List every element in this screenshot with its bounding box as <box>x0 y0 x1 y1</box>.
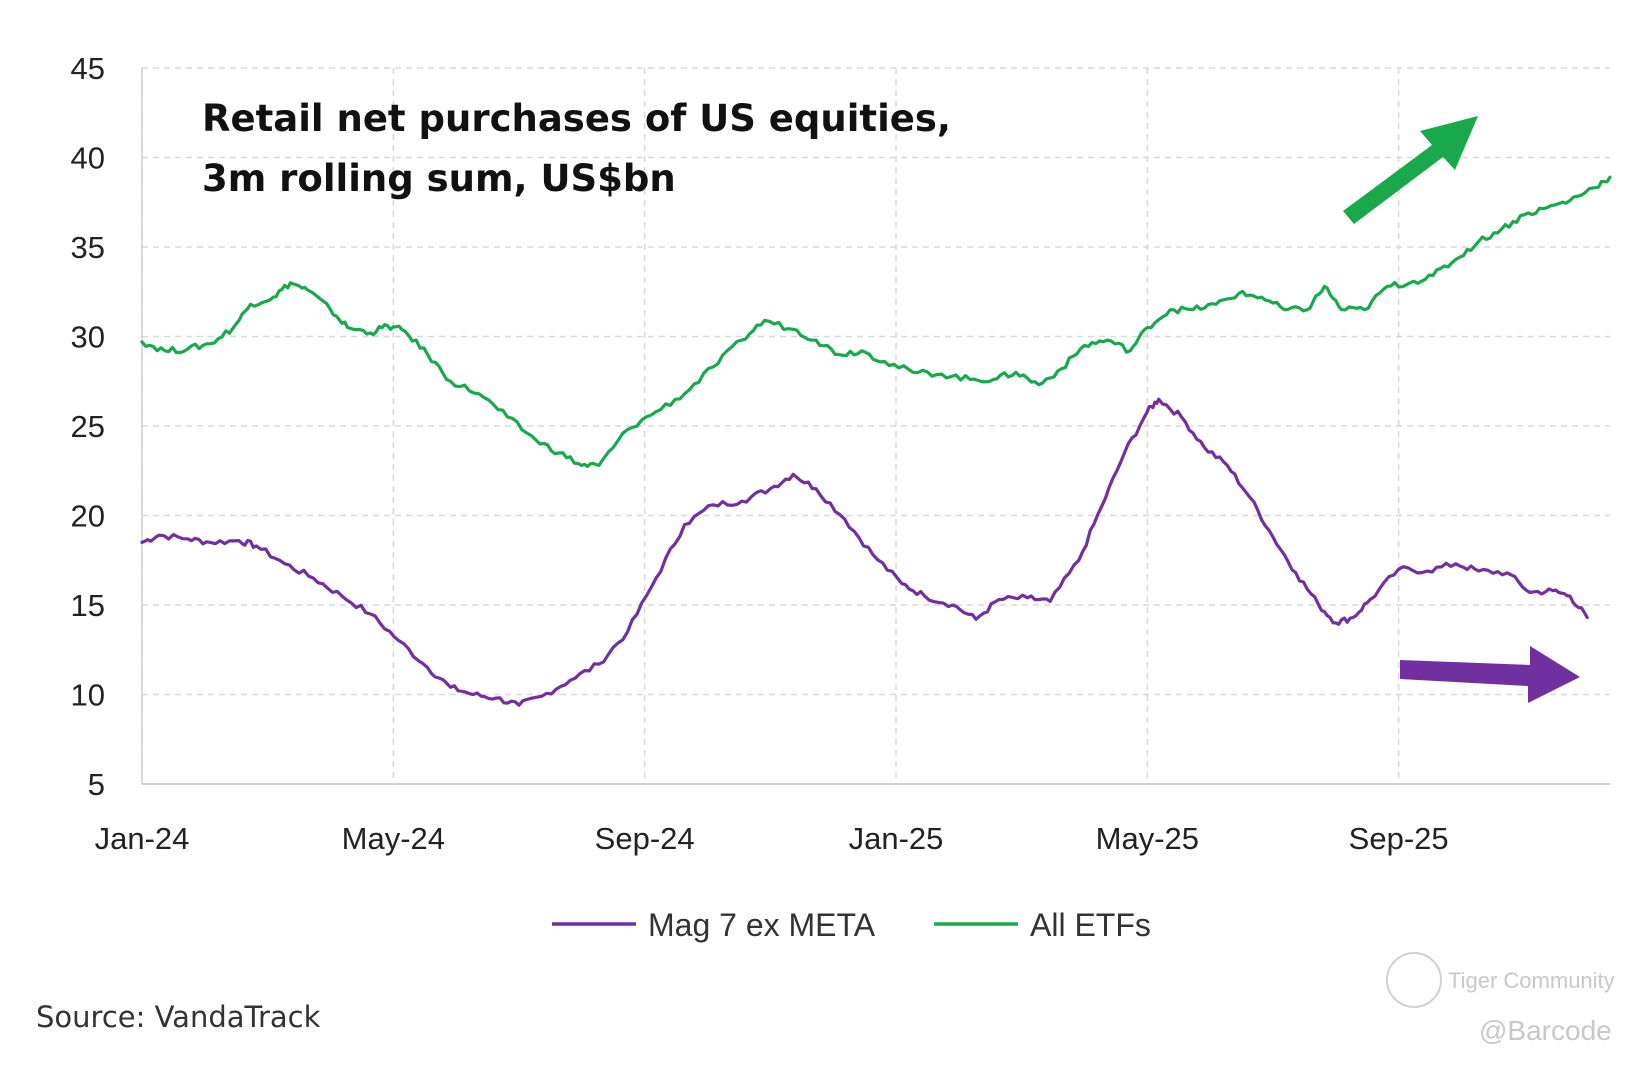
legend-label-mag7: Mag 7 ex META <box>648 907 876 943</box>
x-tick-label: May-25 <box>1096 821 1199 856</box>
y-tick-label: 40 <box>71 141 105 176</box>
x-tick-label: Sep-24 <box>595 821 695 856</box>
legend-label-all-etfs: All ETFs <box>1030 907 1151 943</box>
chart-title: Retail net purchases of US equities, 3m … <box>202 97 951 200</box>
y-tick-label: 15 <box>71 588 105 623</box>
source-note: Source: VandaTrack <box>36 1000 321 1034</box>
chart-title-line-1: Retail net purchases of US equities, <box>202 97 951 140</box>
y-tick-label: 5 <box>88 767 105 802</box>
y-tick-label: 35 <box>71 230 105 265</box>
x-tick-label: Sep-25 <box>1349 821 1449 856</box>
green-up-arrow-icon <box>1343 116 1478 224</box>
series-line-mag7 <box>140 397 1589 707</box>
y-tick-label: 30 <box>71 320 105 355</box>
x-tick-label: Jan-25 <box>849 821 944 856</box>
axes <box>141 68 1610 785</box>
series-lines <box>140 175 1612 707</box>
x-tick-labels: Jan-24 May-24 Sep-24 Jan-25 May-25 Sep-25 <box>95 821 1449 856</box>
watermark-handle: @Barcode <box>1479 1015 1612 1046</box>
watermark-brand: Tiger Community <box>1448 968 1615 993</box>
chart-title-line-2: 3m rolling sum, US$bn <box>202 157 676 200</box>
trend-arrows <box>1343 116 1580 703</box>
x-tick-label: May-24 <box>342 821 445 856</box>
y-tick-label: 25 <box>71 409 105 444</box>
x-tick-label: Jan-24 <box>95 821 190 856</box>
legend: Mag 7 ex META All ETFs <box>552 907 1151 943</box>
y-tick-label: 20 <box>71 499 105 534</box>
y-tick-label: 10 <box>71 678 105 713</box>
y-tick-labels: 5 10 15 20 25 30 35 40 45 <box>71 51 105 802</box>
y-tick-label: 45 <box>71 51 105 86</box>
tiger-logo-icon <box>1386 952 1442 1008</box>
purple-right-arrow-icon <box>1400 646 1580 703</box>
series-line-all-etfs <box>140 175 1612 468</box>
